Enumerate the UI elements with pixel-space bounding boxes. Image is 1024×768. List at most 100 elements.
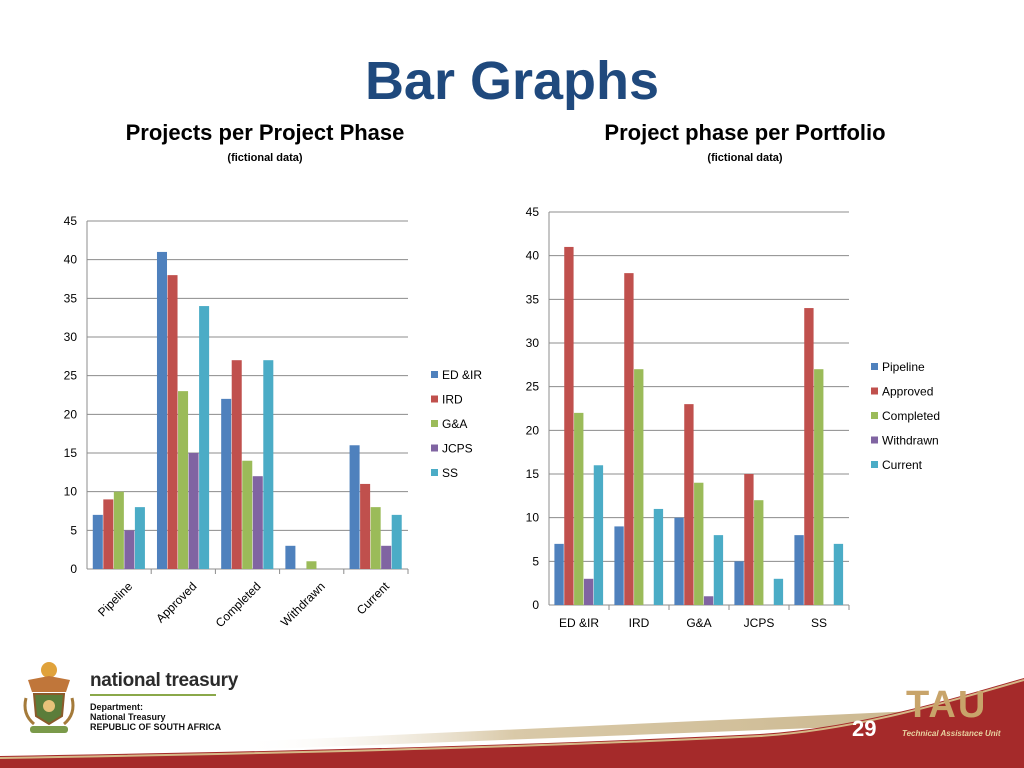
legend-swatch [871, 412, 878, 419]
bar [804, 308, 814, 605]
y-tick-label: 10 [526, 511, 540, 525]
bar [674, 517, 684, 605]
bar [391, 514, 402, 569]
y-tick-label: 30 [64, 330, 78, 344]
y-tick-label: 40 [526, 249, 540, 263]
bar [231, 360, 242, 569]
legend-label: ED &IR [442, 368, 482, 382]
bar [242, 460, 253, 569]
tau-subtitle: Technical Assistance Unit [902, 729, 1001, 738]
bar [306, 561, 317, 569]
footer-red-wave [0, 678, 1024, 768]
chart2-title: Project phase per Portfolio [604, 120, 886, 145]
y-tick-label: 5 [70, 523, 77, 537]
legend-swatch [431, 469, 438, 476]
republic-label: REPUBLIC OF SOUTH AFRICA [90, 722, 222, 732]
bar [349, 445, 360, 569]
footer-gold-stripe [240, 706, 1024, 750]
chart1-title: Projects per Project Phase [125, 120, 405, 145]
footer-band [0, 678, 1024, 768]
bar [156, 251, 168, 569]
bar [653, 508, 664, 605]
dept-line2: National Treasury [90, 712, 166, 722]
bar [734, 561, 744, 605]
bar [263, 360, 274, 569]
x-tick-label: Completed [213, 579, 264, 630]
y-tick-label: 20 [526, 423, 540, 437]
legend-swatch [871, 436, 878, 444]
coat-of-arms-logo [23, 662, 75, 733]
bar [178, 391, 189, 569]
y-tick-label: 30 [526, 336, 540, 350]
y-tick-label: 5 [532, 554, 539, 568]
bar [703, 596, 714, 605]
legend-swatch [431, 444, 438, 452]
legend-label: Current [882, 458, 923, 472]
legend-label: JCPS [442, 442, 473, 456]
y-tick-label: 40 [64, 253, 78, 267]
legend-label: Withdrawn [882, 434, 939, 448]
bar [92, 514, 103, 569]
x-tick-label: G&A [686, 616, 711, 630]
dept-line1: Department: [90, 702, 144, 712]
legend-swatch [871, 461, 878, 468]
x-tick-label: ED &IR [559, 616, 599, 630]
bar [221, 398, 232, 569]
x-tick-label: JCPS [744, 616, 775, 630]
bar [199, 306, 210, 569]
bar [124, 530, 135, 569]
bar [624, 273, 634, 605]
y-tick-label: 45 [64, 214, 78, 228]
bar [713, 535, 724, 605]
legend-swatch [871, 387, 878, 395]
x-tick-label: Withdrawn [278, 579, 328, 629]
bar [252, 476, 263, 569]
bar [134, 507, 145, 569]
dept-block: Department: National Treasury [90, 702, 166, 722]
slide-title: Bar Graphs [364, 51, 660, 111]
chart2-subtitle: (fictional data) [707, 152, 783, 164]
x-tick-label: Pipeline [95, 579, 135, 619]
y-tick-label: 45 [526, 205, 540, 219]
bar [833, 543, 844, 605]
org-name: national treasury [90, 670, 239, 691]
y-tick-label: 0 [532, 598, 539, 612]
legend-swatch [431, 420, 438, 427]
bar [773, 578, 784, 605]
y-tick-label: 20 [64, 407, 78, 421]
bar [694, 482, 704, 605]
y-tick-label: 25 [64, 369, 78, 383]
legend-label: G&A [442, 417, 467, 431]
bar [285, 545, 296, 569]
y-tick-label: 35 [64, 291, 78, 305]
bar [614, 526, 624, 605]
bar [794, 535, 804, 605]
bar [370, 507, 381, 569]
chart-phase-per-portfolio: 0 5 10 15 20 25 30 35 40 45 ED &IR IRD G&A JCPS SS Pipe… [526, 205, 940, 630]
legend-label: Approved [882, 385, 933, 399]
org-underline [90, 694, 216, 696]
y-tick-label: 15 [526, 467, 540, 481]
legend-label: SS [442, 466, 458, 480]
legend-swatch [431, 371, 438, 378]
x-tick-label: IRD [629, 616, 650, 630]
chart1-subtitle: (fictional data) [227, 152, 303, 164]
bar [564, 246, 574, 605]
chart-projects-per-phase: 0 5 10 15 20 25 30 35 40 45 Pipeline Approved Comple… [64, 214, 483, 630]
legend-label: Completed [882, 409, 940, 423]
bar [814, 369, 824, 605]
x-tick-label: SS [811, 616, 827, 630]
x-tick-label: Approved [153, 579, 199, 625]
x-tick-label: Current [354, 579, 393, 618]
y-tick-label: 0 [70, 562, 77, 576]
bar [381, 545, 392, 569]
y-tick-label: 10 [64, 485, 78, 499]
bar [554, 543, 564, 605]
legend-label: Pipeline [882, 360, 925, 374]
bar [754, 500, 764, 605]
legend-label: IRD [442, 393, 463, 407]
bar [113, 491, 124, 569]
bar [593, 465, 604, 605]
bar [744, 474, 754, 605]
page-number: 29 [852, 716, 877, 741]
